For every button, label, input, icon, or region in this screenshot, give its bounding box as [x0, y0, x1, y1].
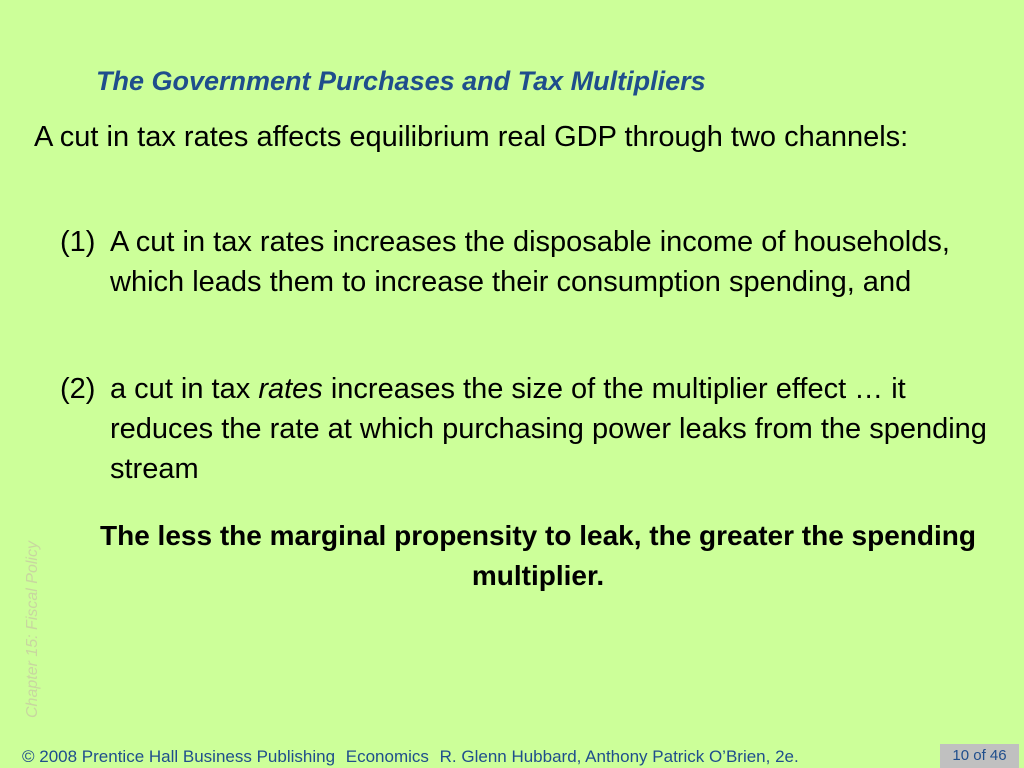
list-item-number: (1): [60, 226, 96, 258]
intro-paragraph: A cut in tax rates affects equilibrium r…: [34, 121, 909, 153]
slide-title: The Government Purchases and Tax Multipl…: [96, 66, 706, 96]
chapter-sidebar-label: Chapter 15: Fiscal Policy: [24, 541, 41, 718]
list-item: (2) a cut in tax rates increases the siz…: [60, 369, 1015, 489]
footer-book: Economics: [345, 747, 429, 766]
footer: © 2008 Prentice Hall Business Publishing…: [22, 747, 805, 767]
emphasis-rates: rates: [258, 373, 323, 405]
list-item-text: A cut in tax rates increases the disposa…: [110, 226, 950, 298]
list-item-number: (2): [60, 373, 96, 405]
footer-authors: R. Glenn Hubbard, Anthony Patrick O’Brie…: [439, 747, 799, 766]
list-item-text-end: increases the size of the multiplier eff…: [110, 373, 987, 485]
footer-copyright: © 2008 Prentice Hall Business Publishing: [22, 747, 336, 766]
list-item-text-start: a cut in tax: [110, 373, 259, 405]
list-item-text: a cut in tax rates increases the size of…: [60, 369, 1015, 489]
page-indicator: 10 of 46: [940, 744, 1019, 768]
list-item: (1) A cut in tax rates increases the dis…: [60, 222, 1015, 302]
conclusion-statement: The less the marginal propensity to leak…: [100, 520, 976, 591]
